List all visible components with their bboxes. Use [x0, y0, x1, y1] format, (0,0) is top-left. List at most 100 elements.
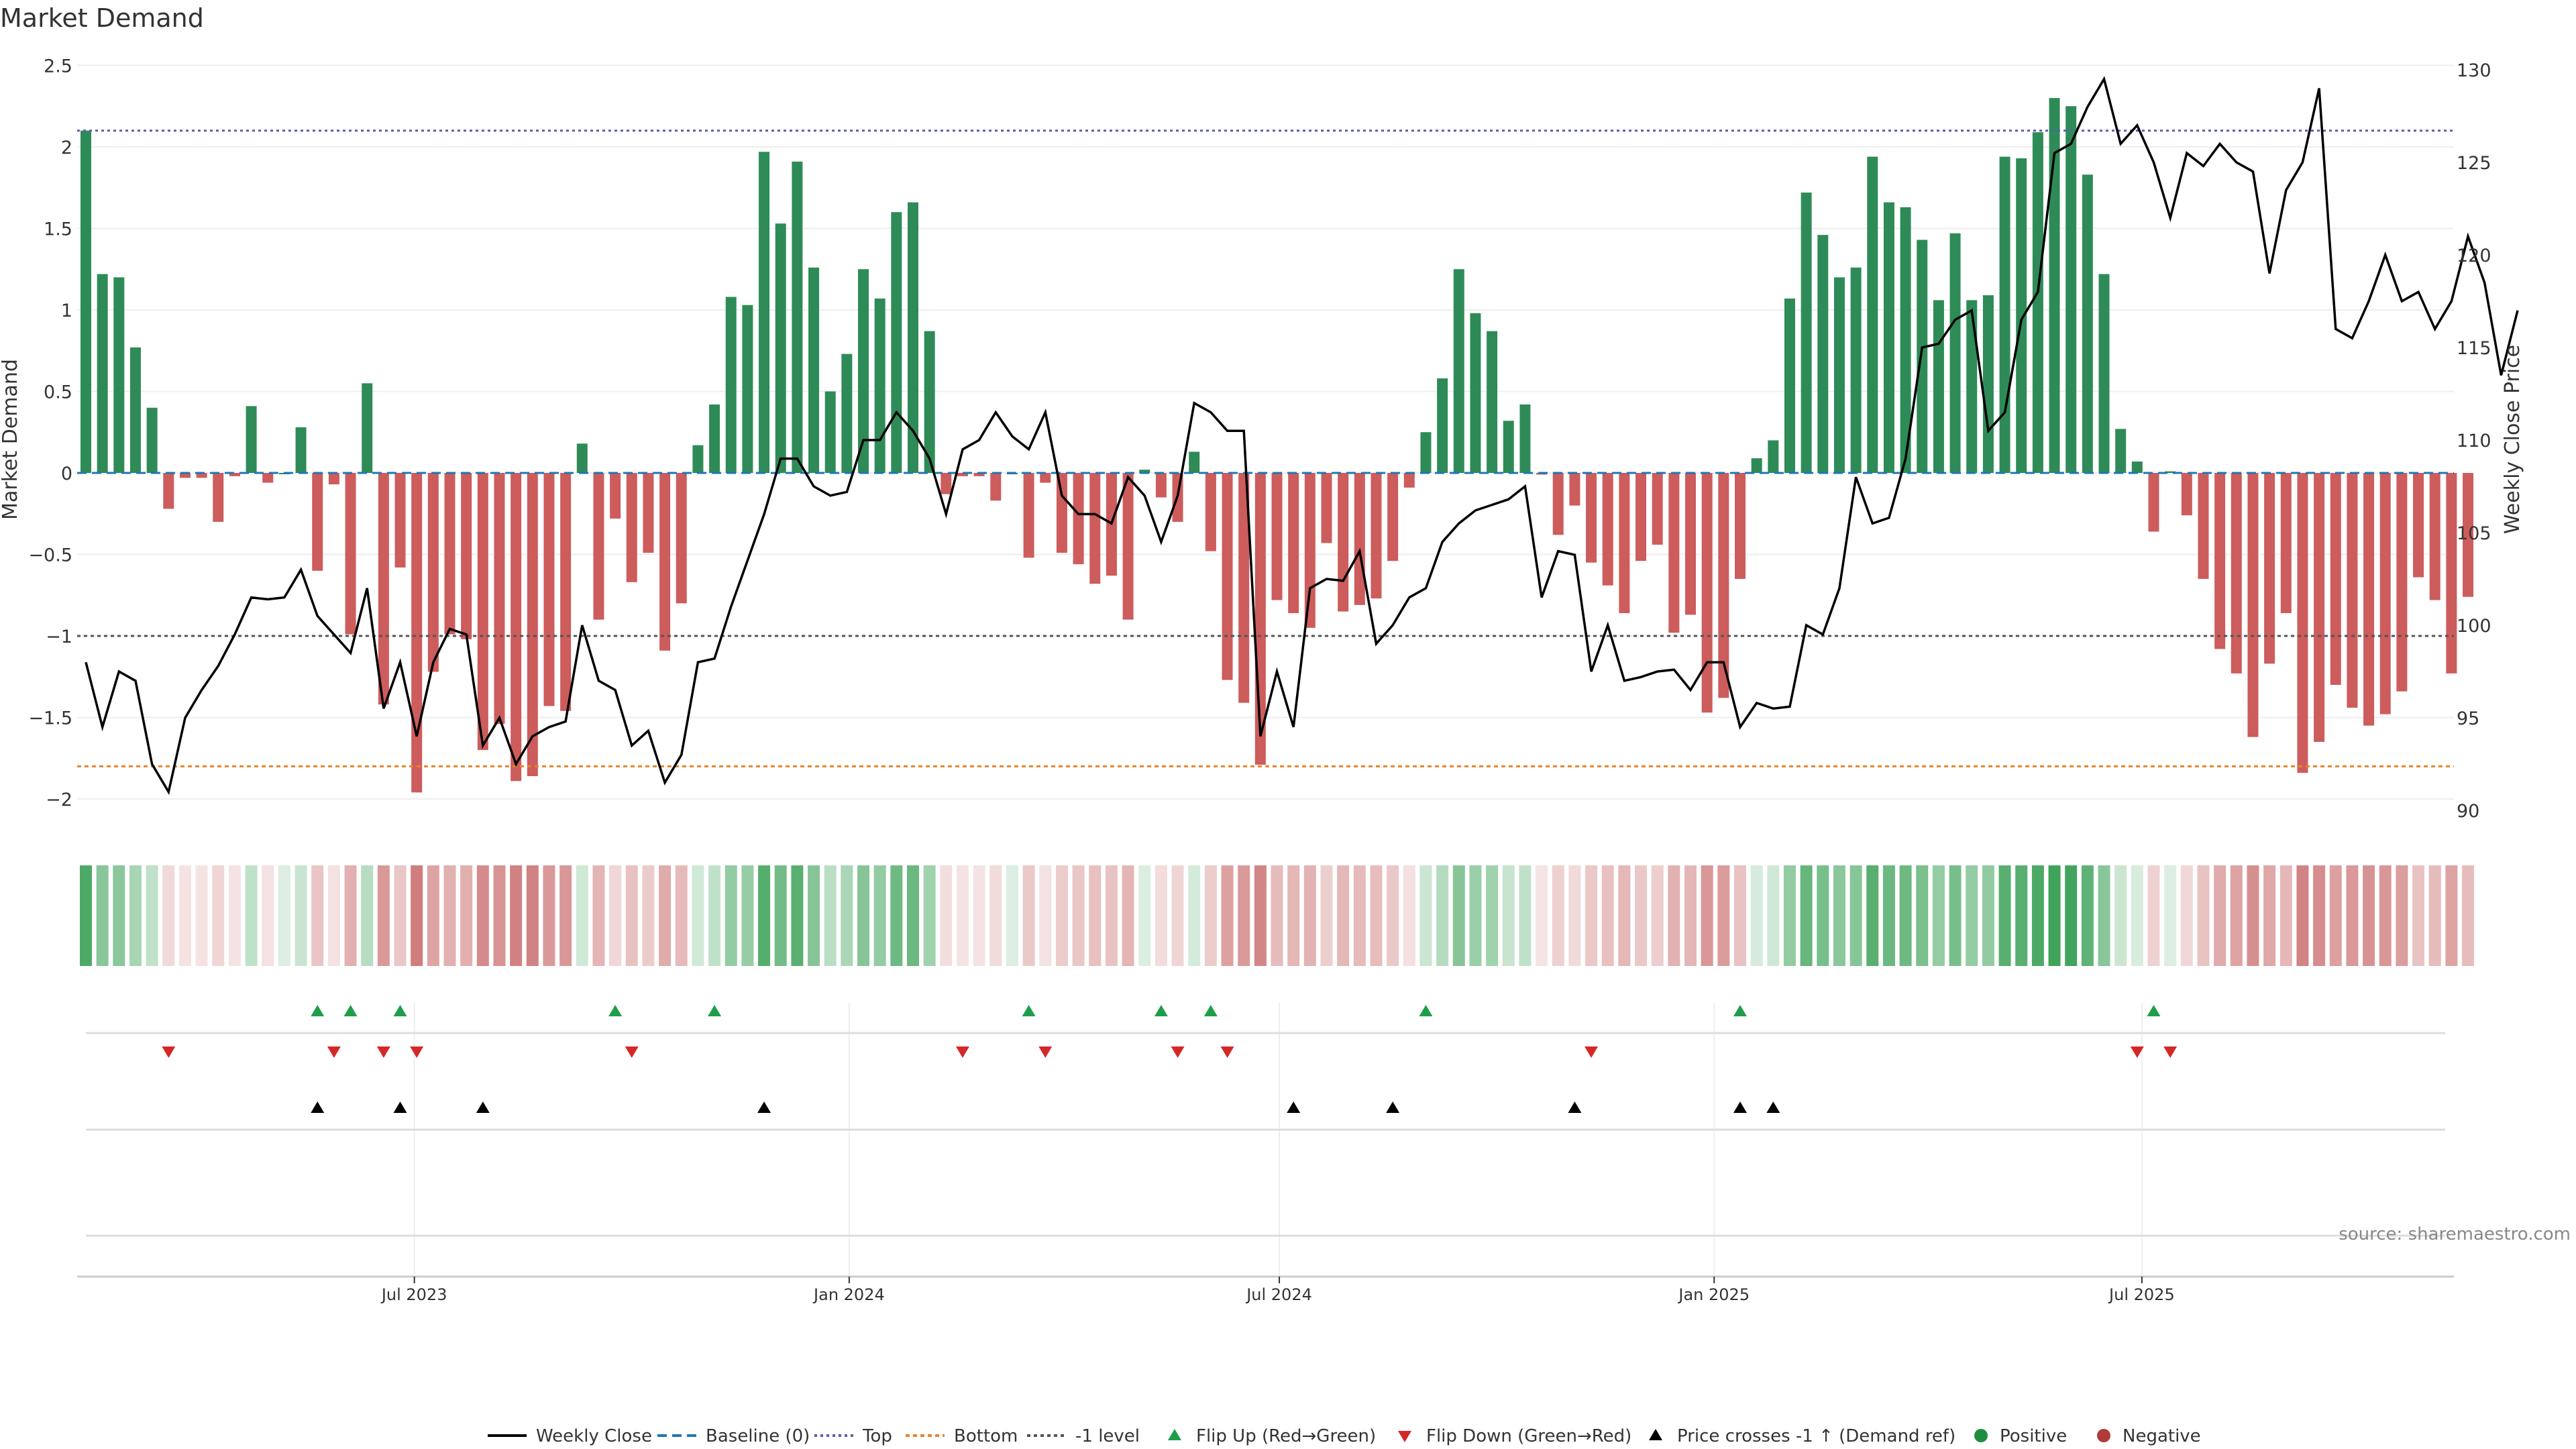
demand-bar [1288, 473, 1299, 613]
heat-cell [873, 865, 886, 966]
heat-cell [1221, 865, 1234, 966]
demand-bar [2214, 473, 2226, 649]
right-tick-label: 130 [2457, 60, 2491, 81]
x-tick-label: Jul 2025 [2108, 1285, 2175, 1304]
heat-cell [411, 865, 423, 966]
heat-cell [1039, 865, 1052, 966]
demand-bar [1089, 473, 1101, 584]
left-tick-label: −0.5 [28, 545, 72, 566]
flip-down-marker [2163, 1046, 2178, 1058]
demand-bar [676, 473, 687, 604]
legend-top-label: Top [862, 1426, 892, 1446]
flip-up-marker [708, 1005, 722, 1016]
flip-down-marker [376, 1046, 390, 1058]
heat-cell [1271, 865, 1283, 966]
demand-bar [1966, 300, 1978, 473]
heat-cell [1204, 865, 1217, 966]
legend-baseline-label: Baseline (0) [706, 1426, 810, 1446]
demand-bar [1073, 473, 1084, 565]
legend-flip-down-label: Flip Down (Green→Red) [1426, 1426, 1631, 1446]
heat-cell [675, 865, 688, 966]
heat-cell [2396, 865, 2408, 966]
demand-bar [2379, 473, 2391, 714]
demand-bar [1569, 473, 1580, 506]
heat-cell [2379, 865, 2392, 966]
heat-cell [2197, 865, 2210, 966]
demand-bar [759, 152, 770, 474]
demand-bar [1387, 473, 1399, 561]
heat-cell [2363, 865, 2375, 966]
heat-cell [1022, 865, 1035, 966]
demand-bar [2049, 98, 2060, 474]
heat-cell [1635, 865, 1648, 966]
demand-bar [2016, 158, 2027, 473]
right-tick-label: 110 [2457, 431, 2491, 451]
demand-bar [1304, 473, 1316, 628]
legend-weekly-close-label: Weekly Close [536, 1426, 652, 1446]
heat-cell [1105, 865, 1118, 966]
demand-bar [1552, 473, 1564, 535]
demand-bar [692, 445, 704, 473]
cross-up-marker [393, 1102, 407, 1113]
demand-bar [179, 473, 191, 478]
heat-cell [262, 865, 274, 966]
demand-bar [1271, 473, 1283, 600]
heat-cell [940, 865, 953, 966]
demand-bar [229, 473, 240, 476]
heat-cell [1370, 865, 1383, 966]
heat-cell [774, 865, 787, 966]
flip-up-marker [1419, 1005, 1433, 1016]
demand-bar [1900, 207, 1911, 473]
heat-cell [1750, 865, 1763, 966]
heat-cell [708, 865, 721, 966]
demand-bar [891, 212, 902, 473]
heat-cell [294, 865, 307, 966]
heat-cell [129, 865, 142, 966]
cross-up-marker [1568, 1102, 1582, 1113]
demand-bar [2347, 473, 2358, 708]
heat-cell [311, 865, 324, 966]
heat-cell [1536, 865, 1548, 966]
heat-cell [1684, 865, 1697, 966]
heat-cell [1668, 865, 1680, 966]
flip-down-marker [410, 1046, 424, 1058]
heat-cell [1601, 865, 1614, 966]
demand-bar [742, 305, 753, 473]
heat-cell [1949, 865, 1962, 966]
demand-bar [113, 277, 125, 473]
demand-bar [908, 202, 918, 473]
demand-bar [146, 407, 158, 473]
heat-cell [2015, 865, 2028, 966]
demand-bar [163, 473, 174, 509]
heat-cell [1717, 865, 1730, 966]
flip-up-marker [1733, 1005, 1747, 1016]
left-tick-label: 0 [61, 464, 72, 484]
demand-bar [2065, 106, 2077, 473]
heat-cell [907, 865, 919, 966]
heat-cell [80, 865, 92, 966]
heat-cell [1618, 865, 1631, 966]
demand-bar [1718, 473, 1729, 698]
demand-bar [2264, 473, 2275, 664]
demand-bar [1238, 473, 1250, 703]
legend-flip-up-label: Flip Up (Red→Green) [1196, 1426, 1376, 1446]
demand-bar [709, 404, 720, 473]
heat-cell [1452, 865, 1465, 966]
demand-bar [626, 473, 637, 582]
heat-cell [1932, 865, 1945, 966]
heat-cell [327, 865, 340, 966]
demand-bar [461, 473, 472, 639]
demand-bar [1735, 473, 1746, 579]
heat-cell [2081, 865, 2094, 966]
flip-up-marker [608, 1005, 623, 1016]
demand-bar [1652, 473, 1663, 545]
heat-cell [1701, 865, 1713, 966]
heat-cell [2462, 865, 2475, 966]
heat-cell [1651, 865, 1664, 966]
legend: Weekly Close Baseline (0) Top Bottom -1 leve… [488, 1426, 2201, 1446]
heat-cell [1254, 865, 1267, 966]
demand-bar [874, 298, 885, 473]
legend-cross-up-swatch [1649, 1429, 1662, 1440]
heat-cell [1486, 865, 1499, 966]
cross-up-marker [1766, 1102, 1780, 1113]
